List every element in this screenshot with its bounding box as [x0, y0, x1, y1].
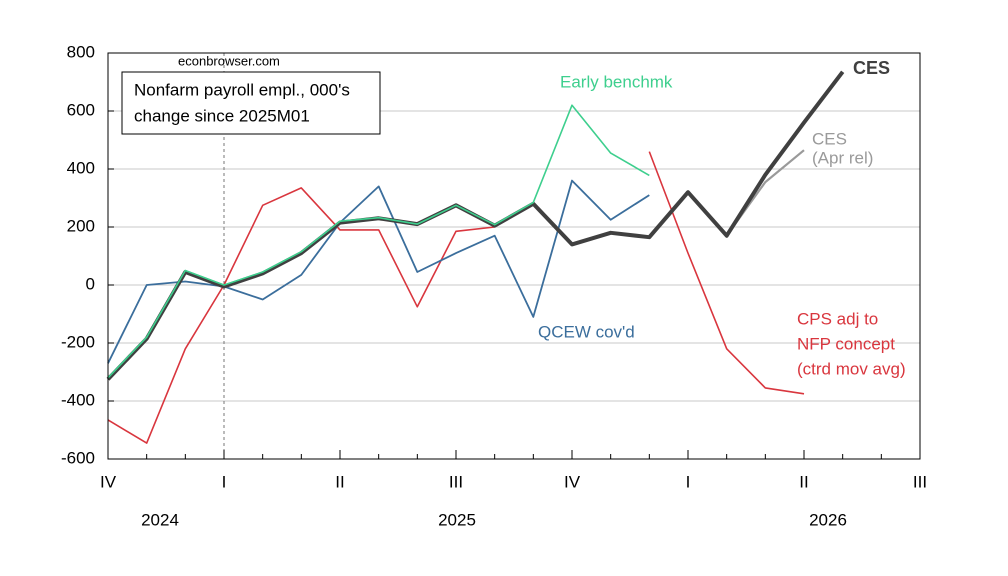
- year-label: 2026: [809, 510, 847, 529]
- x-tick-label: I: [222, 472, 227, 491]
- title-box: [121, 71, 381, 135]
- y-tick-label: -600: [61, 448, 95, 467]
- x-tick-label: II: [799, 472, 808, 491]
- series-label: CPS adj to: [797, 309, 878, 328]
- series-label: QCEW cov'd: [538, 322, 635, 341]
- series-label: CES: [812, 129, 847, 148]
- series-label: (Apr rel): [812, 148, 873, 167]
- series-line: [107, 104, 650, 379]
- x-tick-label: IV: [564, 472, 581, 491]
- chart-title: Nonfarm payroll empl., 000's: [134, 80, 350, 99]
- y-tick-label: 400: [67, 158, 95, 177]
- series-label: CES: [853, 58, 890, 78]
- y-tick-label: 0: [86, 274, 95, 293]
- series-label: (ctrd mov avg): [797, 359, 906, 378]
- plot-frame: [107, 52, 921, 460]
- x-tick-label: III: [449, 472, 463, 491]
- year-label: 2025: [438, 510, 476, 529]
- chart-title: change since 2025M01: [134, 106, 310, 125]
- series-line: [107, 151, 805, 444]
- y-tick-label: 200: [67, 216, 95, 235]
- y-tick-label: -400: [61, 390, 95, 409]
- year-label: 2024: [141, 510, 179, 529]
- x-tick-label: I: [686, 472, 691, 491]
- series-line: [107, 179, 650, 364]
- series-label: NFP concept: [797, 334, 895, 353]
- y-tick-label: 600: [67, 100, 95, 119]
- y-tick-label: 800: [67, 42, 95, 61]
- x-tick-label: III: [913, 472, 927, 491]
- source-label: econbrowser.com: [178, 53, 280, 68]
- x-tick-label: II: [335, 472, 344, 491]
- series-label: Early benchmk: [560, 72, 673, 91]
- x-tick-label: IV: [100, 472, 117, 491]
- y-tick-label: -200: [61, 332, 95, 351]
